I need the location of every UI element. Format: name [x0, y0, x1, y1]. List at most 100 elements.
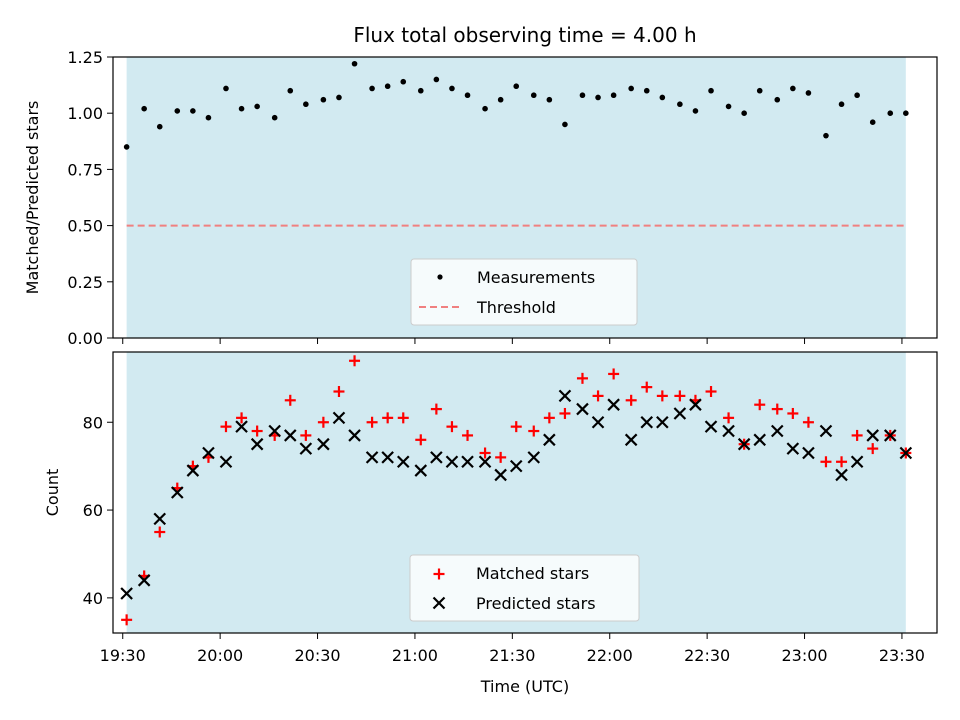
marker-stroke	[527, 451, 541, 464]
matched-star-point	[836, 456, 848, 468]
measurement-point	[190, 108, 196, 114]
marker-stroke	[704, 420, 718, 433]
measurement-point	[223, 85, 229, 92]
predicted-star-point	[494, 468, 507, 482]
x-tick-label: 23:00	[781, 646, 827, 665]
predicted-star-point	[737, 437, 751, 451]
legend-matched-marker	[433, 568, 445, 580]
predicted-star-point	[430, 451, 443, 464]
measurement-points	[123, 60, 909, 150]
predicted-star-point	[883, 429, 897, 442]
count-legend: Matched stars Predicted stars	[409, 554, 640, 622]
measurement-point	[271, 114, 278, 121]
measurement-point	[659, 94, 666, 101]
predicted-star-point	[543, 433, 556, 447]
measurement-point	[823, 132, 829, 139]
matched-star-point	[366, 416, 378, 428]
x-tick-label: 21:00	[392, 646, 438, 665]
marker-stroke	[883, 429, 897, 442]
marker-stroke	[866, 429, 879, 442]
predicted-star-point	[509, 459, 523, 473]
matched-star-point	[510, 421, 522, 433]
marker-stroke	[753, 433, 767, 447]
marker-stroke	[899, 446, 913, 460]
measurement-point	[174, 108, 181, 114]
legend-measurements-marker	[437, 274, 443, 280]
measurement-point	[562, 121, 568, 128]
marker-stroke	[770, 424, 784, 438]
measurement-point	[887, 110, 894, 116]
measurement-point	[756, 87, 763, 94]
predicted-star-point	[673, 407, 687, 420]
predicted-star-point	[819, 424, 833, 438]
measurement-point	[838, 101, 845, 108]
marker-stroke	[171, 486, 184, 499]
y-tick-label: 1.00	[67, 104, 103, 123]
predicted-star-point	[332, 411, 346, 425]
measurement-point	[417, 87, 424, 94]
predicted-star-point	[396, 455, 410, 469]
marker-stroke	[640, 415, 654, 429]
marker-stroke	[299, 442, 313, 455]
matched-star-point	[251, 425, 263, 437]
marker-stroke	[576, 402, 589, 416]
measurement-point	[692, 108, 699, 114]
marker-stroke	[543, 433, 556, 447]
legend-cross	[432, 596, 446, 610]
measurement-point	[869, 119, 876, 125]
marker-stroke	[673, 407, 687, 420]
ratio-y-label: Matched/Predicted stars	[23, 101, 42, 295]
marker-stroke	[819, 424, 833, 438]
matched-star-point	[528, 425, 540, 437]
measurement-point	[464, 92, 471, 99]
x-axis-label: Time (UTC)	[480, 677, 569, 696]
y-tick-label: 40	[83, 589, 103, 608]
measurement-point	[530, 92, 537, 99]
measurement-point	[433, 76, 440, 83]
marker-stroke	[835, 468, 848, 482]
predicted-star-point	[445, 455, 459, 469]
marker-stroke	[250, 437, 264, 451]
matched-star-point	[154, 526, 166, 538]
ratio-legend-box	[410, 258, 638, 326]
measurement-point	[287, 87, 294, 94]
predicted-star-point	[866, 429, 879, 442]
x-tick-label: 23:30	[879, 646, 925, 665]
matched-star-point	[430, 403, 442, 415]
measurement-point	[546, 96, 553, 103]
matched-star-point	[397, 412, 409, 424]
measurement-point	[579, 92, 586, 99]
predicted-star-point	[235, 420, 248, 433]
marker-stroke	[624, 433, 638, 447]
marker-stroke	[283, 429, 297, 442]
matched-star-point	[641, 381, 653, 393]
predicted-star-point	[722, 424, 735, 438]
x-tick-label: 19:30	[100, 646, 146, 665]
predicted-star-point	[527, 451, 541, 464]
count-y-label: Count	[43, 469, 62, 517]
matched-star-point	[802, 416, 814, 428]
measurement-point	[595, 94, 601, 101]
matched-star-point	[333, 386, 345, 398]
measurement-point	[610, 92, 617, 99]
predicted-star-point	[381, 451, 394, 464]
predicted-star-point	[558, 389, 572, 403]
y-tick-label: 0.00	[67, 329, 103, 348]
predicted-star-point	[835, 468, 848, 482]
marker-stroke	[235, 420, 248, 433]
x-tick-label: 22:30	[684, 646, 730, 665]
marker-stroke	[607, 398, 620, 411]
marker-stroke	[348, 429, 361, 442]
legend-measurements-label: Measurements	[477, 268, 595, 287]
matched-star-point	[820, 456, 832, 468]
marker-stroke	[591, 415, 605, 429]
predicted-star-point	[591, 415, 605, 429]
marker-stroke	[850, 455, 864, 469]
ratio-y-ticks: 0.00 0.25 0.50 0.75 1.00 1.25	[67, 48, 113, 348]
predicted-star-point	[186, 464, 200, 477]
marker-stroke	[268, 424, 281, 438]
measurement-point	[643, 87, 650, 94]
matched-star-point	[705, 386, 717, 398]
predicted-star-point	[802, 446, 815, 460]
predicted-star-point	[753, 433, 767, 447]
